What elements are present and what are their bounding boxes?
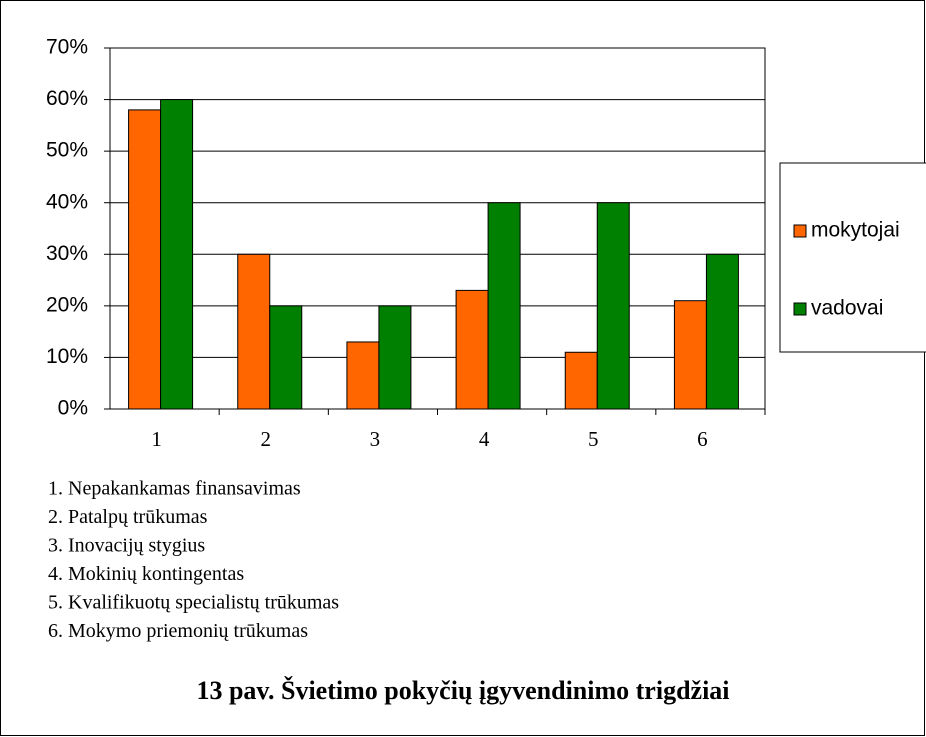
note: 4. Mokinių kontingentas	[48, 563, 244, 585]
note: 6. Mokymo priemonių trūkumas	[48, 620, 308, 642]
note: 5. Kvalifikuotų specialistų trūkumas	[48, 592, 339, 614]
bar	[160, 99, 194, 410]
legend-label: mokytojai	[811, 219, 900, 242]
y-tick-label: 20%	[46, 293, 88, 316]
y-tick-label: 60%	[46, 87, 88, 110]
note: 1. Nepakankamas finansavimas	[48, 478, 301, 500]
x-tick-label: 6	[697, 427, 708, 451]
bar	[673, 300, 707, 410]
bar	[705, 253, 739, 410]
bar	[487, 202, 521, 410]
caption: 13 pav. Švietimo pokyčių įgyvendinimo tr…	[196, 676, 729, 705]
bar	[128, 109, 162, 410]
y-tick-label: 40%	[46, 190, 88, 213]
legend-swatch	[793, 224, 807, 238]
bar	[378, 305, 412, 410]
x-tick-label: 4	[479, 427, 490, 451]
legend-label: vadovai	[811, 297, 883, 320]
bar	[564, 351, 598, 410]
note: 2. Patalpų trūkumas	[48, 506, 208, 528]
x-tick-label: 2	[261, 427, 272, 451]
plot-area	[109, 47, 766, 410]
bar	[237, 253, 271, 410]
y-tick-label: 50%	[46, 139, 88, 162]
y-tick-label: 30%	[46, 242, 88, 265]
bar	[346, 341, 380, 410]
x-tick-label: 5	[588, 427, 599, 451]
note: 3. Inovacijų stygius	[48, 535, 205, 557]
x-tick-label: 3	[370, 427, 381, 451]
legend-swatch	[793, 302, 807, 316]
y-tick-label: 70%	[46, 36, 88, 59]
legend-box	[779, 162, 926, 353]
y-tick-label: 10%	[46, 345, 88, 368]
x-tick-label: 1	[151, 427, 162, 451]
bar	[269, 305, 303, 410]
y-tick-label: 0%	[58, 397, 88, 420]
bar	[596, 202, 630, 410]
bar	[455, 289, 489, 410]
